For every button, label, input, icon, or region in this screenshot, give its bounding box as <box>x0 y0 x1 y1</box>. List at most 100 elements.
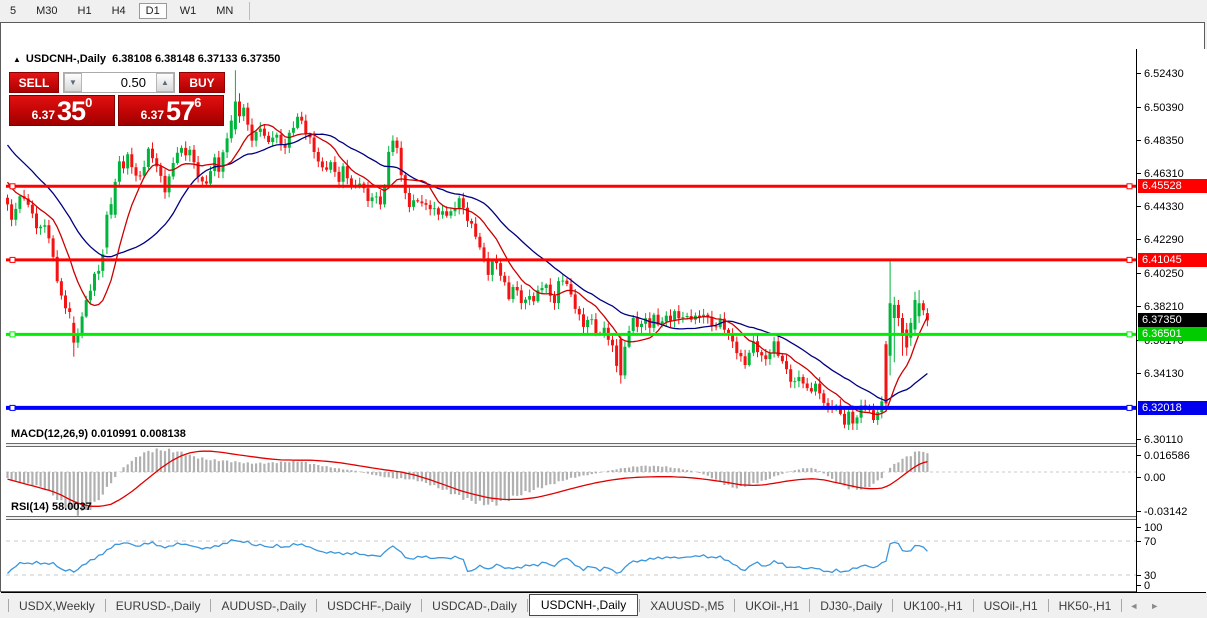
timeframe-toolbar[interactable]: 5 M30 H1 H4 D1 W1 MN <box>0 0 1207 22</box>
sell-price-big: 35 <box>57 96 86 126</box>
tab-scroll-right-icon[interactable]: ► <box>1150 600 1160 611</box>
volume-increase-button[interactable]: ▲ <box>156 73 174 92</box>
price-axis-tick <box>1137 373 1141 375</box>
horizontal-line-6.36501[interactable] <box>6 331 1136 338</box>
tab-audusd-daily[interactable]: AUDUSD-,Daily <box>221 598 307 613</box>
timeframe-mn[interactable]: MN <box>216 5 234 17</box>
price-axis-tick <box>1137 73 1141 75</box>
tab-hk50-h1[interactable]: HK50-,H1 <box>1058 598 1112 613</box>
horizontal-line-6.45528[interactable] <box>6 183 1136 190</box>
macd-signal-line <box>7 450 928 507</box>
tab-separator <box>104 599 106 612</box>
horizontal-line-6.41045[interactable] <box>6 256 1136 263</box>
price-axis-label: 6.48350 <box>1144 135 1184 148</box>
macd-histogram <box>6 448 929 516</box>
line-handle[interactable] <box>1126 404 1133 411</box>
macd-pane <box>6 448 1136 516</box>
sell-price-sup: 0 <box>85 95 93 110</box>
price-axis-tick <box>1137 205 1141 207</box>
tab-uk100-h1[interactable]: UK100-,H1 <box>903 598 963 613</box>
tab-separator <box>734 599 736 612</box>
macd-axis-tick <box>1137 455 1141 456</box>
toolbar-separator <box>249 2 251 20</box>
price-badge-6.36501: 6.36501 <box>1138 327 1207 342</box>
line-handle[interactable] <box>9 183 16 190</box>
line-handle[interactable] <box>9 404 16 411</box>
tab-scroll-left-icon[interactable]: ◄ <box>1129 600 1139 611</box>
candles-layer <box>6 70 929 430</box>
rsi-axis-label: 70 <box>1144 536 1157 548</box>
tab-xauusd-m5[interactable]: XAUUSD-,M5 <box>650 598 725 613</box>
tab-separator <box>8 599 9 612</box>
price-axis-tick <box>1137 106 1141 108</box>
fast-ma-line <box>6 123 928 416</box>
tab-separator <box>526 599 528 612</box>
volume-field[interactable]: 0.50 <box>120 75 146 90</box>
price-badge-6.32018: 6.32018 <box>1138 400 1207 415</box>
tab-usdcad-daily[interactable]: USDCAD-,Daily <box>432 598 517 613</box>
price-axis-label: 6.42290 <box>1144 234 1184 247</box>
tab-usoil-h1[interactable]: USOil-,H1 <box>983 598 1038 613</box>
volume-stepper: ▼ 0.50 ▲ <box>63 72 175 93</box>
line-handle[interactable] <box>9 331 16 338</box>
macd-axis-tick <box>1137 477 1141 478</box>
tab-separator <box>639 599 641 612</box>
rsi-line <box>7 538 928 574</box>
price-axis-label: 6.50390 <box>1144 101 1184 114</box>
timeframe-h1[interactable]: H1 <box>77 5 92 17</box>
price-badge-6.37350: 6.37350 <box>1138 313 1207 328</box>
price-axis-label: 6.52430 <box>1144 68 1184 81</box>
tab-usdchf-daily[interactable]: USDCHF-,Daily <box>327 598 412 613</box>
macd-indicator-label: MACD(12,26,9) 0.010991 0.008138 <box>11 428 186 440</box>
price-axis-tick <box>1137 306 1141 308</box>
timeframe-h4[interactable]: H4 <box>111 5 126 17</box>
timeframe-m30[interactable]: M30 <box>36 5 58 17</box>
price-axis-tick <box>1137 439 1141 441</box>
buy-price-big: 57 <box>166 96 195 126</box>
one-click-trade-panel: SELL ▼ 0.50 ▲ BUY 6.37 35 0 6.37 57 6 <box>9 72 225 127</box>
line-handle[interactable] <box>1126 256 1133 263</box>
tab-ukoil-h1[interactable]: UKOil-,H1 <box>745 598 800 613</box>
tab-usdcnh-daily[interactable]: USDCNH-,Daily <box>528 594 639 616</box>
price-axis-label: 6.46310 <box>1144 168 1184 181</box>
price-axis[interactable]: 6.52430 6.50390 6.48350 6.46310 6.44330 6.422… <box>1136 49 1207 592</box>
collapse-trade-panel-icon[interactable]: ▲ <box>13 55 21 64</box>
price-axis-label: 6.34130 <box>1144 368 1184 381</box>
volume-decrease-button[interactable]: ▼ <box>64 73 82 92</box>
price-badge-6.41045: 6.41045 <box>1138 252 1207 267</box>
timeframe-w1[interactable]: W1 <box>179 5 197 17</box>
tab-separator <box>421 599 423 612</box>
buy-price-sup: 6 <box>194 95 202 110</box>
line-handle[interactable] <box>1126 331 1133 338</box>
chart-symbol-label: USDCNH-,Daily <box>25 53 106 65</box>
rsi-pane <box>6 538 1136 576</box>
price-axis-tick <box>1137 173 1141 175</box>
chart-plot-area[interactable] <box>6 49 1136 592</box>
tab-usdx-weekly[interactable]: USDX,Weekly <box>19 598 95 613</box>
buy-price-display[interactable]: 6.37 57 6 <box>118 95 224 126</box>
rsi-axis-tick <box>1137 541 1141 542</box>
rsi-axis-tick <box>1137 527 1141 528</box>
buy-button[interactable]: BUY <box>179 72 225 93</box>
pane-separators[interactable] <box>6 443 1136 520</box>
sell-price-display[interactable]: 6.37 35 0 <box>9 95 115 126</box>
sell-price-small: 6.37 <box>31 108 56 122</box>
tab-dj30-daily[interactable]: DJ30-,Daily <box>820 598 883 613</box>
line-handle[interactable] <box>1126 183 1133 190</box>
sell-button[interactable]: SELL <box>9 72 59 93</box>
tab-separator <box>210 599 212 612</box>
tab-separator <box>316 599 318 612</box>
price-axis-tick <box>1137 140 1141 142</box>
line-handle[interactable] <box>9 256 16 263</box>
tab-separator <box>1121 599 1123 612</box>
rsi-axis-label: 100 <box>1144 522 1163 534</box>
rsi-axis-label: 0 <box>1144 580 1151 592</box>
timeframe-5[interactable]: 5 <box>10 5 17 17</box>
tab-eurusd-daily[interactable]: EURUSD-,Daily <box>115 598 201 613</box>
timeframe-d1[interactable]: D1 <box>138 3 167 19</box>
rsi-indicator-label: RSI(14) 58.0037 <box>11 501 92 513</box>
chart-tab-bar[interactable]: USDX,Weekly EURUSD-,Daily AUDUSD-,Daily USD… <box>0 593 1207 618</box>
buy-price-small: 6.37 <box>140 108 165 122</box>
price-axis-tick <box>1137 272 1141 274</box>
horizontal-line-6.32018[interactable] <box>6 404 1136 411</box>
